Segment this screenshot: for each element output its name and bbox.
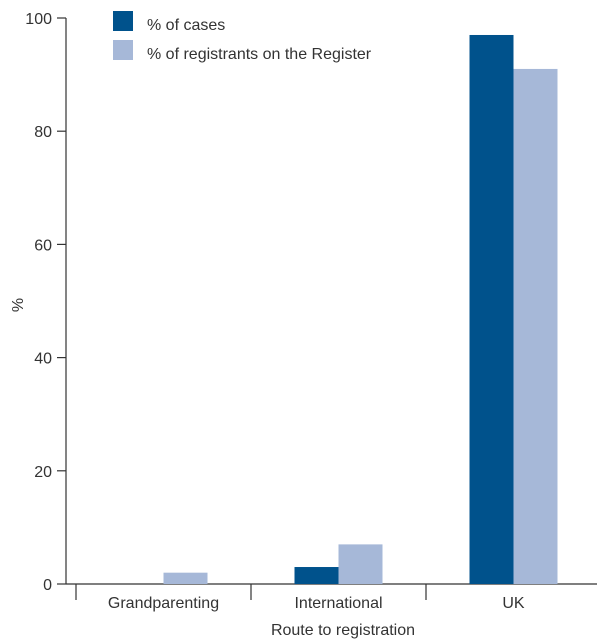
x-axis-title: Route to registration <box>271 622 415 639</box>
legend: % of cases % of registrants on the Regis… <box>113 11 372 63</box>
y-tick-label: 0 <box>43 577 52 594</box>
x-tick-label: UK <box>502 595 525 612</box>
legend-label-registrants: % of registrants on the Register <box>147 46 372 63</box>
y-tick-label: 60 <box>34 237 52 254</box>
y-tick-label: 20 <box>34 464 52 481</box>
legend-label-cases: % of cases <box>147 17 225 34</box>
bar-cases <box>469 34 514 585</box>
bar-cases <box>294 567 339 584</box>
bar-registrants <box>163 572 208 584</box>
x-tick-label: Grandparenting <box>108 595 219 612</box>
bars <box>163 34 558 585</box>
x-axis: Grandparenting International UK <box>66 583 597 612</box>
bar-registrants <box>338 544 383 584</box>
legend-swatch-registrants <box>113 40 133 60</box>
y-tick-label: 80 <box>34 124 52 141</box>
y-axis: 0 20 40 60 80 100 <box>25 11 67 594</box>
x-tick-label: International <box>294 595 382 612</box>
y-tick-label: 100 <box>25 11 52 28</box>
y-axis-title: % <box>10 298 27 312</box>
bar-registrants <box>513 68 558 584</box>
y-tick-label: 40 <box>34 351 52 368</box>
legend-swatch-cases <box>113 11 133 31</box>
